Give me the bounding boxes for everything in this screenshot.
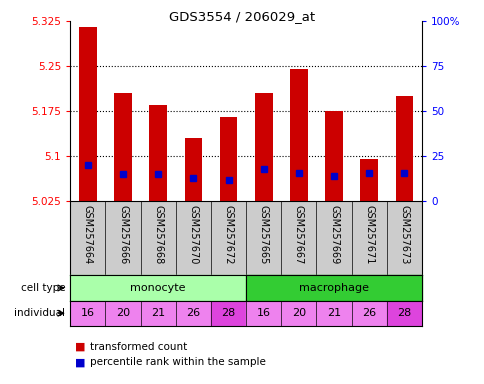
Text: 26: 26 (362, 308, 376, 318)
Text: 16: 16 (81, 308, 95, 318)
Bar (105, 301, 140, 326)
Bar (70, 301, 105, 326)
Text: 26: 26 (186, 308, 200, 318)
Bar (245, 275, 421, 301)
Bar (360, 159, 377, 202)
Bar (245, 301, 281, 326)
Bar (70, 275, 245, 301)
Text: GSM257669: GSM257669 (328, 205, 338, 264)
Bar (184, 138, 202, 202)
Bar (140, 301, 175, 326)
Text: monocyte: monocyte (130, 283, 185, 293)
Bar (219, 117, 237, 202)
Text: 28: 28 (396, 308, 410, 318)
Text: GSM257668: GSM257668 (153, 205, 163, 264)
Text: GSM257667: GSM257667 (293, 205, 303, 265)
Bar (289, 69, 307, 202)
Bar (149, 105, 166, 202)
Text: 28: 28 (221, 308, 235, 318)
Text: ■: ■ (75, 342, 86, 352)
Text: 20: 20 (291, 308, 305, 318)
Bar (351, 301, 386, 326)
Text: GSM257671: GSM257671 (363, 205, 374, 265)
Text: ■: ■ (75, 358, 86, 367)
Bar (316, 301, 351, 326)
Text: transformed count: transformed count (90, 342, 187, 352)
Bar (395, 96, 412, 202)
Text: GDS3554 / 206029_at: GDS3554 / 206029_at (169, 10, 315, 23)
Text: 21: 21 (326, 308, 340, 318)
Text: macrophage: macrophage (299, 283, 368, 293)
Bar (211, 301, 245, 326)
Text: individual: individual (15, 308, 65, 318)
Text: GSM257672: GSM257672 (223, 205, 233, 265)
Text: GSM257665: GSM257665 (258, 205, 268, 265)
Text: cell type: cell type (21, 283, 65, 293)
Text: percentile rank within the sample: percentile rank within the sample (90, 358, 265, 367)
Text: 16: 16 (256, 308, 270, 318)
Bar (386, 301, 421, 326)
Bar (255, 93, 272, 202)
Text: GSM257670: GSM257670 (188, 205, 198, 265)
Text: 20: 20 (116, 308, 130, 318)
Bar (325, 111, 342, 202)
Text: GSM257666: GSM257666 (118, 205, 128, 264)
Bar (114, 93, 132, 202)
Text: GSM257673: GSM257673 (398, 205, 408, 265)
Text: GSM257664: GSM257664 (83, 205, 93, 264)
Bar (281, 301, 316, 326)
Text: 21: 21 (151, 308, 165, 318)
Bar (79, 27, 96, 202)
Bar (175, 301, 211, 326)
